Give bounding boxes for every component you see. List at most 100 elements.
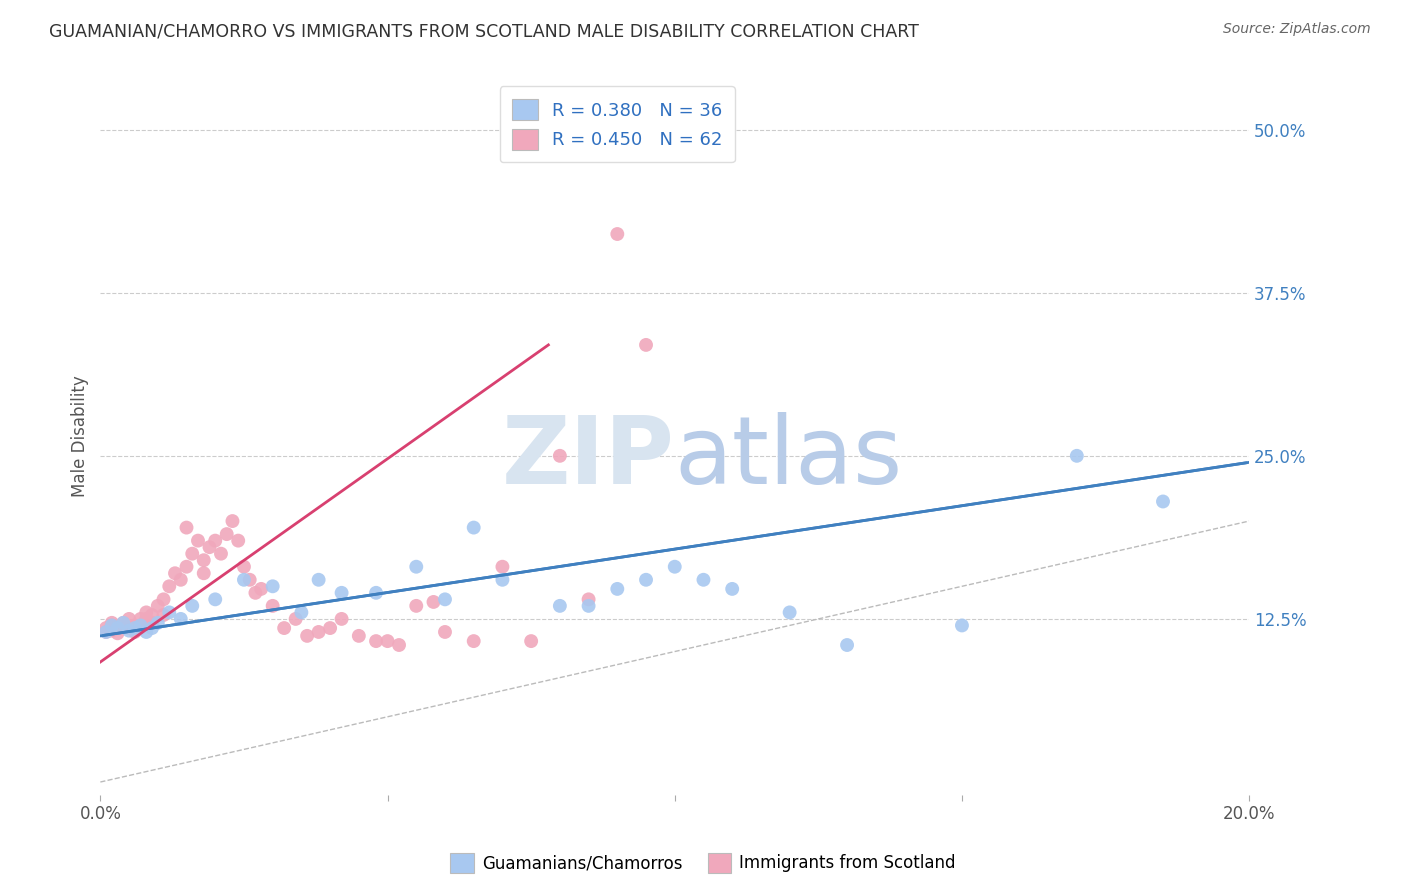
- Point: [606, 227, 628, 241]
- Point: [721, 582, 744, 596]
- Point: [692, 573, 714, 587]
- Point: [107, 626, 129, 640]
- Point: [347, 629, 370, 643]
- Text: Source: ZipAtlas.com: Source: ZipAtlas.com: [1223, 22, 1371, 37]
- Point: [377, 634, 399, 648]
- Point: [135, 624, 157, 639]
- Point: [176, 520, 198, 534]
- Point: [198, 540, 221, 554]
- Point: [141, 621, 163, 635]
- Text: GUAMANIAN/CHAMORRO VS IMMIGRANTS FROM SCOTLAND MALE DISABILITY CORRELATION CHART: GUAMANIAN/CHAMORRO VS IMMIGRANTS FROM SC…: [49, 22, 920, 40]
- Point: [112, 615, 135, 630]
- Point: [157, 579, 180, 593]
- Point: [146, 615, 169, 630]
- Point: [233, 573, 256, 587]
- Point: [101, 615, 124, 630]
- Point: [634, 573, 657, 587]
- Point: [146, 599, 169, 613]
- Point: [135, 606, 157, 620]
- Point: [187, 533, 209, 548]
- Point: [319, 621, 342, 635]
- Point: [1066, 449, 1088, 463]
- Point: [463, 520, 485, 534]
- Point: [245, 586, 267, 600]
- Point: [330, 586, 353, 600]
- Point: [152, 592, 174, 607]
- Point: [94, 621, 117, 635]
- Point: [290, 606, 312, 620]
- Point: [181, 599, 204, 613]
- Point: [262, 579, 284, 593]
- Point: [364, 634, 387, 648]
- Point: [606, 582, 628, 596]
- Point: [239, 573, 262, 587]
- Point: [129, 618, 152, 632]
- Point: [112, 615, 135, 630]
- Point: [308, 624, 330, 639]
- Point: [664, 559, 686, 574]
- Point: [101, 618, 124, 632]
- Point: [950, 618, 973, 632]
- Point: [779, 606, 801, 620]
- Text: ZIP: ZIP: [502, 412, 675, 504]
- Legend: Guamanians/Chamorros, Immigrants from Scotland: Guamanians/Chamorros, Immigrants from Sc…: [444, 847, 962, 880]
- Point: [118, 612, 141, 626]
- Point: [193, 566, 215, 581]
- Point: [118, 624, 141, 638]
- Point: [250, 582, 273, 596]
- Point: [101, 624, 124, 638]
- Point: [273, 621, 295, 635]
- Point: [215, 527, 238, 541]
- Point: [163, 566, 186, 581]
- Point: [364, 586, 387, 600]
- Point: [520, 634, 543, 648]
- Point: [107, 621, 129, 635]
- Point: [405, 599, 427, 613]
- Point: [94, 624, 117, 639]
- Point: [433, 624, 456, 639]
- Point: [112, 618, 135, 632]
- Point: [578, 599, 600, 613]
- Text: atlas: atlas: [675, 412, 903, 504]
- Y-axis label: Male Disability: Male Disability: [72, 376, 89, 497]
- Point: [124, 618, 146, 632]
- Point: [233, 559, 256, 574]
- Point: [226, 533, 249, 548]
- Point: [209, 547, 232, 561]
- Point: [463, 634, 485, 648]
- Point: [835, 638, 858, 652]
- Point: [141, 607, 163, 622]
- Point: [129, 618, 152, 632]
- Point: [193, 553, 215, 567]
- Point: [308, 573, 330, 587]
- Point: [204, 592, 226, 607]
- Point: [578, 592, 600, 607]
- Point: [548, 599, 571, 613]
- Point: [129, 612, 152, 626]
- Point: [157, 606, 180, 620]
- Point: [262, 599, 284, 613]
- Point: [181, 547, 204, 561]
- Point: [135, 612, 157, 626]
- Point: [94, 624, 117, 639]
- Point: [152, 607, 174, 622]
- Point: [124, 624, 146, 639]
- Point: [101, 618, 124, 632]
- Point: [107, 621, 129, 635]
- Point: [634, 338, 657, 352]
- Point: [422, 595, 444, 609]
- Point: [491, 573, 513, 587]
- Point: [118, 621, 141, 635]
- Point: [284, 612, 307, 626]
- Point: [170, 612, 193, 626]
- Point: [433, 592, 456, 607]
- Point: [204, 533, 226, 548]
- Legend: R = 0.380   N = 36, R = 0.450   N = 62: R = 0.380 N = 36, R = 0.450 N = 62: [499, 87, 735, 162]
- Point: [1152, 494, 1174, 508]
- Point: [295, 629, 318, 643]
- Point: [170, 573, 193, 587]
- Point: [124, 621, 146, 635]
- Point: [388, 638, 411, 652]
- Point: [176, 559, 198, 574]
- Point: [548, 449, 571, 463]
